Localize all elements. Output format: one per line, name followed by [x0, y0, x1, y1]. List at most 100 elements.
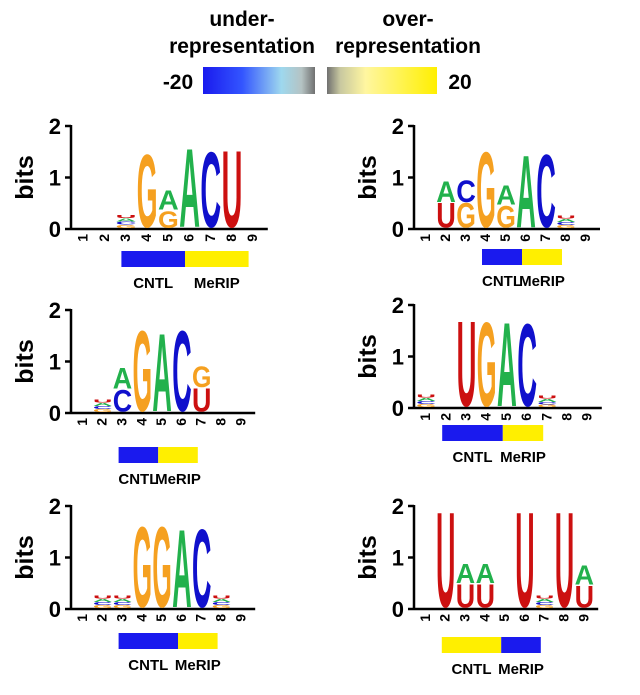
position-label: 7 — [193, 418, 209, 426]
bar-segment-merip — [502, 425, 544, 441]
logo-letter-A: A — [497, 298, 517, 432]
y-tick-label: 2 — [49, 298, 61, 323]
logo-letter-U: U — [537, 395, 557, 400]
logo-letter-C: C — [535, 601, 555, 606]
logo-letter-G: G — [535, 604, 554, 609]
position-label: 4 — [476, 614, 492, 622]
position-label: 1 — [74, 614, 90, 622]
logo-letter-G: G — [133, 503, 152, 632]
position-label: 2 — [437, 413, 453, 421]
position-label: 7 — [538, 413, 554, 421]
position-label: 9 — [244, 234, 260, 242]
position-label: 6 — [518, 413, 534, 421]
bar-segment-merip — [185, 251, 249, 267]
legend-over-line1: over- — [382, 8, 433, 31]
y-tick-label: 2 — [392, 494, 404, 519]
bar-segment-cntl — [482, 249, 522, 265]
bar-segment-merip — [522, 249, 562, 265]
logo-letter-C: C — [93, 405, 113, 410]
position-label: 5 — [497, 234, 513, 242]
color-legend: under- representation over- representati… — [163, 8, 481, 94]
legend-under-line1: under- — [209, 8, 274, 31]
bar-segment-cntl — [121, 251, 185, 267]
position-label: 8 — [559, 413, 575, 421]
bar-label-merip: MeRIP — [500, 449, 546, 466]
logo-letter-U: U — [457, 295, 477, 432]
logo-letter-A: A — [535, 598, 555, 603]
bar-label-merip: MeRIP — [519, 273, 565, 290]
logo-letter-C: C — [172, 308, 191, 436]
legend-max-label: 20 — [448, 71, 471, 94]
logo-letter-U: U — [535, 595, 554, 600]
position-label: 5 — [153, 418, 169, 426]
logo-letter-C: C — [456, 174, 476, 209]
bar-label-cntl: CNTL — [128, 657, 168, 674]
position-label: 3 — [457, 614, 473, 622]
y-tick-label: 0 — [49, 401, 61, 426]
logo-letter-U: U — [416, 394, 436, 399]
legend-over-line2: representation — [335, 35, 481, 58]
logo-letter-U: U — [222, 128, 243, 251]
bar-label-merip: MeRIP — [175, 657, 221, 674]
logo-letter-U: U — [212, 595, 231, 600]
logo-letter-G: G — [192, 360, 211, 393]
logo-letter-U: U — [93, 595, 112, 600]
position-label: 5 — [496, 614, 512, 622]
logo-letter-A: A — [516, 134, 536, 249]
legend-under-gradient — [203, 67, 315, 94]
position-label: 8 — [223, 234, 239, 242]
logo-letter-C: C — [212, 601, 232, 606]
position-label: 8 — [556, 614, 572, 622]
logo-letter-G: G — [476, 129, 496, 250]
position-label: 4 — [133, 418, 149, 426]
logo-letter-G: G — [212, 604, 231, 609]
position-label: 4 — [477, 234, 493, 242]
position-label: 1 — [417, 234, 433, 242]
legend-over-gradient — [327, 67, 437, 94]
position-label: 5 — [153, 614, 169, 622]
position-label: 6 — [181, 234, 197, 242]
position-label: 6 — [516, 614, 532, 622]
bar-segment-merip — [178, 633, 218, 649]
logo-letter-G: G — [496, 200, 516, 235]
position-label: 8 — [213, 418, 229, 426]
position-label: 3 — [457, 234, 473, 242]
logo-letter-G: G — [93, 604, 112, 609]
logo-letter-U: U — [93, 399, 112, 404]
y-axis-label: bits — [354, 334, 382, 378]
position-label: 6 — [517, 234, 533, 242]
logo-letter-A: A — [93, 598, 113, 603]
position-label: 8 — [213, 614, 229, 622]
logo-letter-C: C — [200, 130, 221, 250]
logo-letter-A: A — [116, 218, 137, 223]
y-axis-label: bits — [11, 155, 39, 199]
logo-letter-C: C — [116, 221, 137, 226]
position-label: 3 — [117, 234, 133, 242]
position-label: 1 — [417, 413, 433, 421]
bar-segment-cntl — [442, 425, 503, 441]
y-tick-label: 1 — [49, 350, 61, 375]
logo-letter-G: G — [456, 198, 476, 236]
position-label: 3 — [114, 418, 130, 426]
y-tick-label: 2 — [392, 293, 404, 318]
logo-letter-U: U — [556, 215, 576, 220]
logo-letter-U: U — [116, 214, 137, 219]
y-tick-label: 2 — [49, 494, 61, 519]
position-label: 2 — [96, 234, 112, 242]
logo-letter-U: U — [113, 595, 132, 600]
logo-letter-A: A — [113, 598, 133, 603]
bar-label-cntl: CNTL — [118, 471, 158, 488]
logo-letter-G: G — [416, 403, 436, 408]
y-tick-label: 2 — [392, 114, 404, 139]
bar-label-cntl: CNTL — [452, 661, 492, 678]
bar-label-cntl: CNTL — [453, 449, 493, 466]
logo-letter-A: A — [436, 175, 456, 208]
logo-letter-A: A — [496, 179, 516, 210]
legend-under-line2: representation — [169, 35, 315, 58]
logo-letter-A: A — [212, 598, 232, 603]
